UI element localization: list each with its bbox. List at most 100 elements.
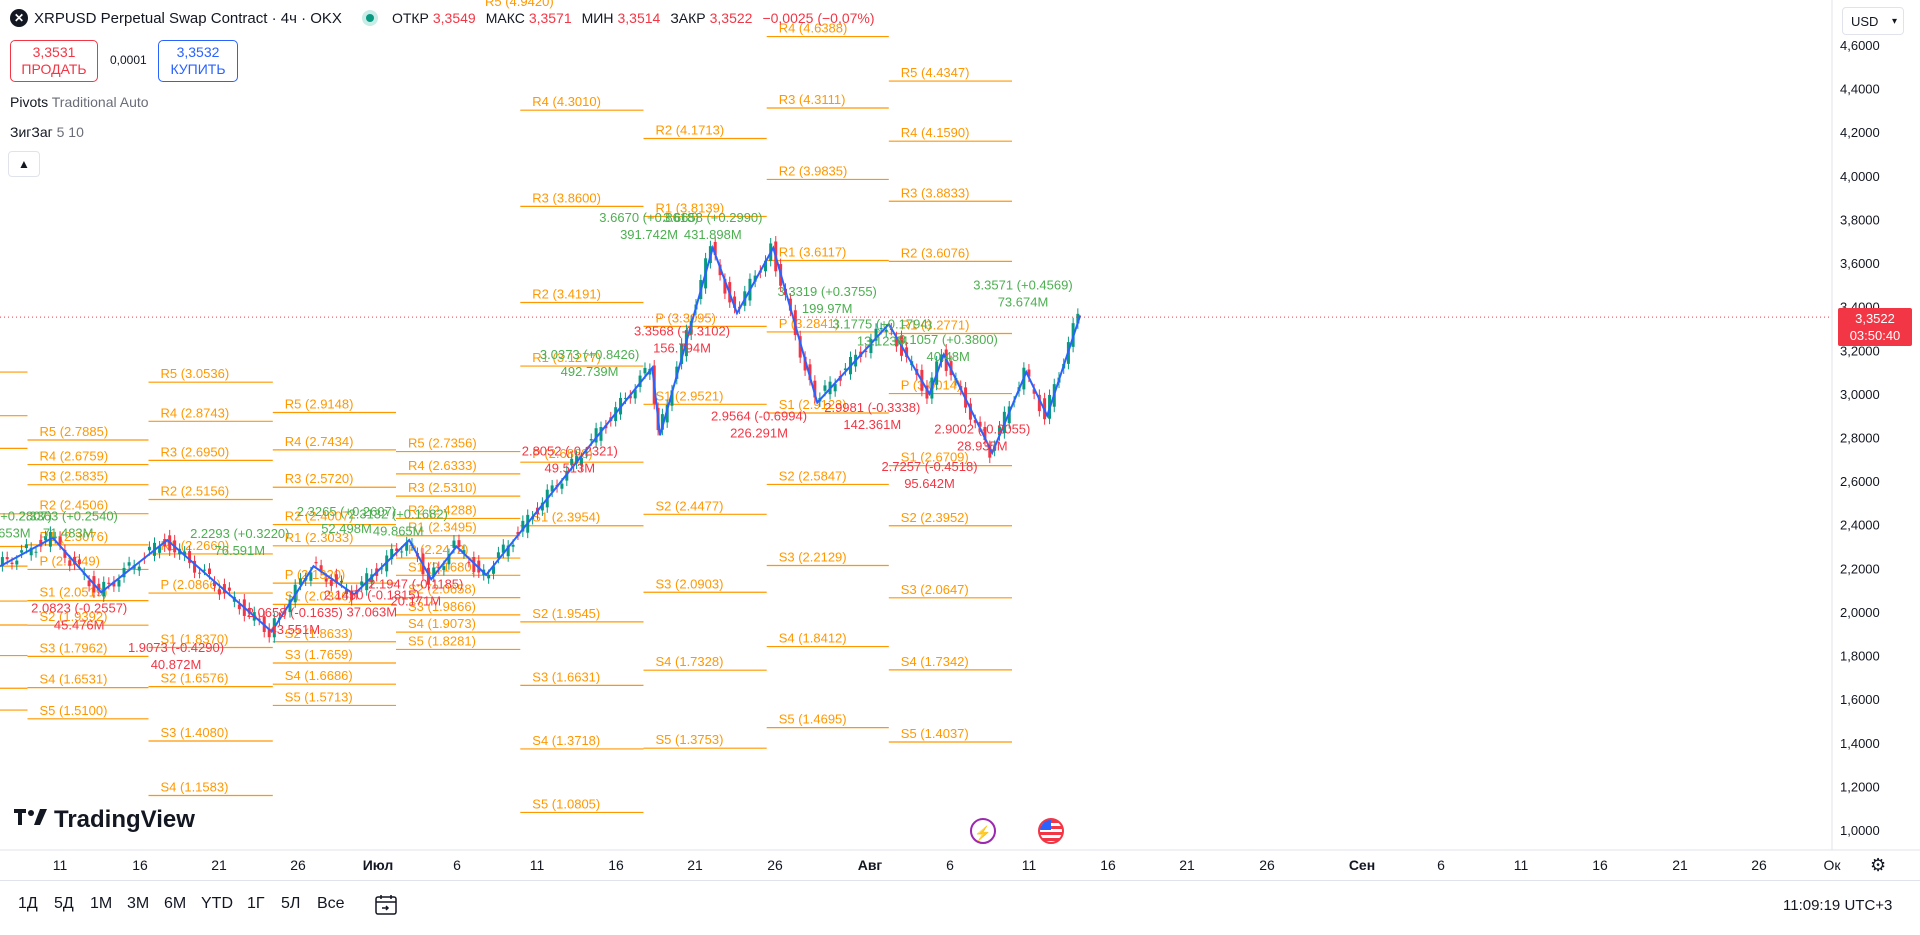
x-tick-label: 6 <box>946 857 954 873</box>
zigzag-swing-label: 3.6670 (+0.8618) <box>599 210 698 225</box>
ohlc-high-value: 3,3571 <box>528 10 572 26</box>
candle-body <box>360 581 364 586</box>
x-tick-label: 21 <box>687 857 703 873</box>
candle-body <box>579 457 583 466</box>
buy-button[interactable]: 3,3532 КУПИТЬ <box>158 40 238 82</box>
pivot-level-label: S1 (1.8370) <box>161 631 229 646</box>
candle-body <box>87 580 91 587</box>
candle-body <box>665 404 669 423</box>
candle-body <box>442 566 446 571</box>
pivot-level-label: S2 (1.9545) <box>532 606 600 621</box>
range-button-3m[interactable]: 3М <box>127 895 150 912</box>
candle-body <box>58 536 62 545</box>
pivot-level-label: S5 (1.5100) <box>40 703 108 718</box>
bottom-toolbar: 1Д 5Д 1М 3М 6М YTD 1Г 5Л Все 11:09:19 UT… <box>0 880 1920 933</box>
candle-body <box>329 579 333 586</box>
range-button-1y[interactable]: 1Г <box>247 895 265 912</box>
pivot-level-label: R5 (2.9148) <box>285 396 354 411</box>
symbol-title-row[interactable]: ✕ XRPUSD Perpetual Swap Contract · 4ч · … <box>10 9 881 27</box>
gear-icon[interactable]: ⚙ <box>1870 855 1887 875</box>
bar-countdown: 03:50:40 <box>1849 328 1901 343</box>
currency-value: USD <box>1851 14 1879 29</box>
candle-body <box>147 546 151 551</box>
zigzag-swing-volume: 49.865M <box>373 523 424 538</box>
pivot-level-label: R2 (2.4007) <box>285 509 354 524</box>
candle-body <box>988 446 992 458</box>
symbol-title[interactable]: XRPUSD Perpetual Swap Contract · 4ч · OK… <box>34 9 342 27</box>
range-button-5d[interactable]: 5Д <box>54 895 74 912</box>
pivot-level-label: R1 (2.3076) <box>40 529 109 544</box>
range-button-6m[interactable]: 6М <box>164 895 187 912</box>
candle-body <box>803 356 807 371</box>
x-tick-label: Сен <box>1349 857 1375 873</box>
pivot-level-label: S4 (1.3718) <box>532 733 600 748</box>
range-button-5y[interactable]: 5Л <box>281 895 301 912</box>
ohlc-open-value: 3,3549 <box>432 10 476 26</box>
zigzag-swing-volume: 20.171M <box>391 594 442 609</box>
y-tick-label: 3,0000 <box>1840 387 1880 402</box>
lightning-event-icon[interactable]: ⚡ <box>970 818 996 844</box>
pivot-level-label: R4 (4.3010) <box>532 94 601 109</box>
sell-button[interactable]: 3,3531 ПРОДАТЬ <box>10 40 98 82</box>
zigzag-line <box>0 244 1082 634</box>
x-tick-label: 26 <box>1259 857 1275 873</box>
candle-body <box>511 544 515 547</box>
us-flag-event-icon[interactable] <box>1038 818 1064 844</box>
candle-body <box>97 583 101 591</box>
indicator-pivots-legend[interactable]: Pivots Traditional Auto <box>10 94 149 110</box>
candle-body <box>496 552 500 558</box>
candle-body <box>1032 389 1036 394</box>
candle-body <box>570 458 574 466</box>
pivot-level-label: R1 (3.6117) <box>779 245 847 260</box>
zigzag-swing-label: 2.0658 (-0.1635) <box>247 605 343 620</box>
y-tick-label: 1,0000 <box>1840 823 1880 838</box>
candle-body <box>521 520 525 532</box>
candle-body <box>334 574 338 583</box>
tradingview-logo[interactable]: TradingView <box>14 806 195 834</box>
ohlc-open-label: ОТКР <box>391 10 429 26</box>
currency-select[interactable]: USD ▾ <box>1842 7 1904 35</box>
candle-body <box>188 551 192 563</box>
candle-body <box>24 544 28 549</box>
x-tick-label: 26 <box>290 857 306 873</box>
pivot-level-label: R1 (3.1277) <box>532 350 601 365</box>
pivot-level-label: R4 (4.6388) <box>779 21 848 36</box>
candle-body <box>823 385 827 391</box>
pivot-level-label: R5 (2.7885) <box>40 424 109 439</box>
pivot-level-label: R5 (4.9420) <box>485 0 554 9</box>
zigzag-swing-volume: 391.742M <box>620 227 678 242</box>
pivot-level-label: R2 (2.4506) <box>40 498 109 513</box>
y-tick-label: 2,8000 <box>1840 431 1880 446</box>
range-button-ytd[interactable]: YTD <box>201 895 233 912</box>
pivot-level-label: S5 (1.8281) <box>408 633 476 648</box>
x-tick-label: 11 <box>1022 857 1037 873</box>
collapse-legend-button[interactable]: ▲ <box>8 151 40 177</box>
candle-body <box>550 485 554 492</box>
candle-body <box>158 546 162 553</box>
calendar-range-icon[interactable] <box>374 894 398 916</box>
indicator-pivots-params: Traditional Auto <box>51 94 149 110</box>
pivot-level-label: R2 (3.4191) <box>532 287 601 302</box>
market-status-icon[interactable] <box>365 14 374 22</box>
range-button-1d[interactable]: 1Д <box>18 895 38 912</box>
indicator-zigzag-legend[interactable]: ЗигЗаг 5 10 <box>10 124 84 140</box>
candle-body <box>350 590 354 601</box>
candle-body <box>34 551 38 553</box>
pivot-level-label: R3 (2.5720) <box>285 471 354 486</box>
timezone-clock[interactable]: 11:09:19 UTC+3 <box>1783 897 1893 914</box>
candle-body <box>112 581 116 587</box>
range-button-1m[interactable]: 1М <box>90 895 113 912</box>
candle-body <box>193 560 197 573</box>
candle-body <box>319 565 323 571</box>
candle-body <box>723 278 727 294</box>
candle-body <box>203 569 207 571</box>
candle-body <box>560 483 564 489</box>
candle-body <box>983 427 987 441</box>
pivot-level-label: S2 (2.3952) <box>901 510 969 525</box>
candle-body <box>20 550 24 553</box>
pivot-level-label: S2 (1.8633) <box>285 626 353 641</box>
range-button-all[interactable]: Все <box>317 895 345 912</box>
candle-body <box>575 456 579 464</box>
candle-body <box>1076 313 1080 324</box>
